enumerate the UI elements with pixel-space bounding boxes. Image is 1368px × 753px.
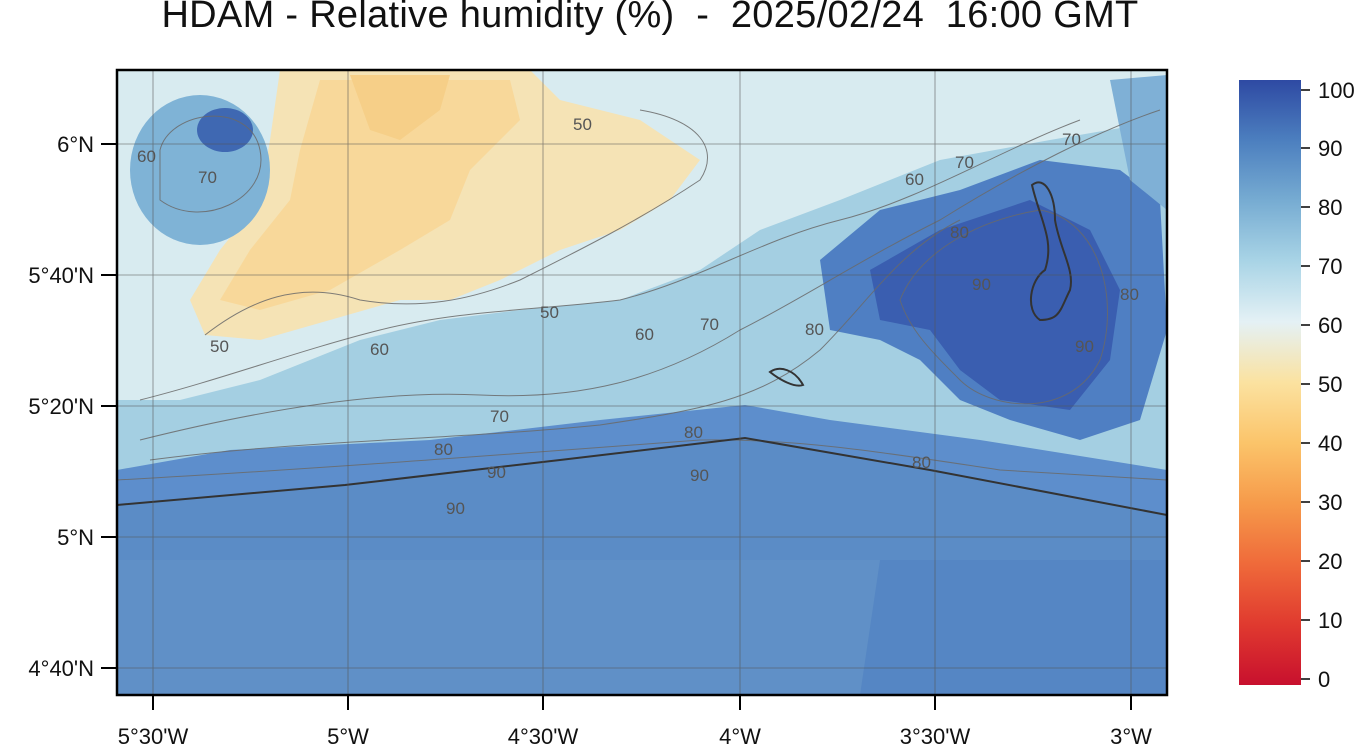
colorbar-tick-label: 100	[1318, 78, 1355, 103]
map-frame	[115, 68, 1169, 697]
contour-label: 80	[950, 223, 969, 242]
colorbar-tick-label: 70	[1318, 254, 1342, 279]
colorbar-tick-label: 20	[1318, 549, 1342, 574]
lon-tick-label: 4°30'W	[508, 724, 579, 749]
contour-label: 60	[137, 147, 156, 166]
graticule	[117, 70, 1167, 695]
contour-label: 70	[198, 168, 217, 187]
contour-label: 60	[905, 170, 924, 189]
contour-label: 70	[490, 407, 509, 426]
map-title: HDAM - Relative humidity (%) - 2025/02/2…	[161, 0, 1139, 36]
lon-tick-label: 4°W	[719, 724, 761, 749]
contour-label: 60	[370, 340, 389, 359]
colorbar-tick-label: 90	[1318, 136, 1342, 161]
contour-label: 90	[972, 275, 991, 294]
contour-label: 60	[635, 325, 654, 344]
contour-labels: 50 50 50 60 60 60 60 70 70 70 70 70 80 8…	[137, 115, 1139, 518]
colorbar-bar	[1239, 80, 1301, 685]
latitude-axis: 6°N 5°40'N 5°20'N 5°N 4°40'N	[28, 132, 94, 681]
humidity-field	[117, 70, 1167, 695]
colorbar-tick-label: 80	[1318, 195, 1342, 220]
contour-label: 90	[1075, 337, 1094, 356]
contour-label: 50	[210, 337, 229, 356]
colorbar-tick-label: 0	[1318, 667, 1330, 692]
lon-tick-label: 5°30'W	[118, 724, 189, 749]
contour-label: 50	[573, 115, 592, 134]
lat-tick-label: 5°40'N	[28, 263, 94, 288]
lat-tick-label: 6°N	[57, 132, 94, 157]
colorbar-tick-label: 50	[1318, 372, 1342, 397]
lon-tick-label: 5°W	[327, 724, 369, 749]
colorbar-tick-label: 40	[1318, 431, 1342, 456]
colorbar-tick-label: 10	[1318, 608, 1342, 633]
contour-label: 80	[912, 453, 931, 472]
colorbar-tick-label: 60	[1318, 313, 1342, 338]
lat-tick-label: 4°40'N	[28, 656, 94, 681]
colorbar: 100 90 80 70 60 50 40 30 20 10 0	[1239, 78, 1355, 692]
contour-label: 90	[446, 499, 465, 518]
lon-tick-label: 3°W	[1110, 724, 1152, 749]
lat-tick-label: 5°N	[57, 525, 94, 550]
contour-label: 80	[434, 440, 453, 459]
contour-label: 80	[1120, 285, 1139, 304]
contour-label: 70	[1062, 130, 1081, 149]
contour-label: 80	[684, 423, 703, 442]
contour-label: 70	[955, 153, 974, 172]
contour-label: 80	[805, 320, 824, 339]
contour-label: 50	[540, 303, 559, 322]
contour-label: 90	[690, 466, 709, 485]
contour-label: 70	[700, 315, 719, 334]
lat-tick-label: 5°20'N	[28, 394, 94, 419]
colorbar-tick-label: 30	[1318, 490, 1342, 515]
contour-label: 90	[487, 463, 506, 482]
lon-tick-label: 3°30'W	[900, 724, 971, 749]
longitude-axis: 5°30'W 5°W 4°30'W 4°W 3°30'W 3°W	[118, 724, 1152, 749]
